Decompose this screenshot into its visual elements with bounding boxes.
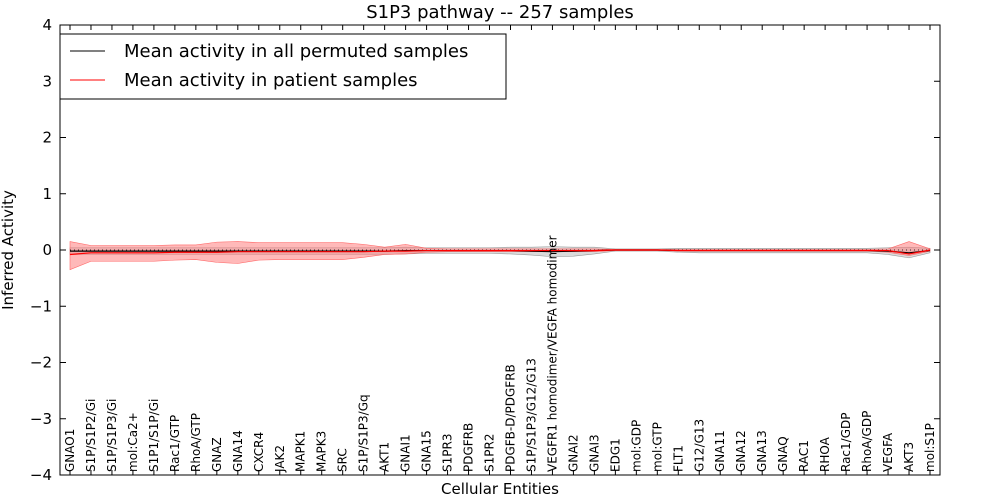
x-tick-label: mol:GDP [629,420,643,472]
legend-box [59,33,507,100]
y-tick-label: 2 [42,129,52,147]
x-tick-label: mol:GTP [650,422,664,472]
x-tick-label: S1P/S1P3/Gi [105,399,119,472]
y-tick-label: 4 [42,16,52,34]
x-tick-label: G12/G13 [692,419,706,472]
y-tick-label: 1 [42,185,52,203]
x-tick-label: GNA12 [734,430,748,472]
x-tick-label: GNAI2 [566,434,580,472]
legend-label-patient: Mean activity in patient samples [124,70,418,91]
x-tick-label: MAPK1 [294,431,308,472]
y-tick-label: 0 [42,241,52,259]
x-tick-label: Rac1/GTP [168,415,182,472]
y-tick-label: −2 [30,354,52,372]
x-tick-label: PDGFB-D/PDGFRB [503,364,517,472]
y-axis: −4 −3 −2 −1 0 1 2 3 4 [30,16,940,484]
x-tick-label: RAC1 [797,440,811,472]
x-tick-label: PDGFRB [462,423,476,472]
x-tick-label: S1PR2 [483,434,497,472]
x-tick-label: AKT1 [378,442,392,472]
y-tick-label: −3 [30,410,52,428]
x-tick-label: GNAI1 [399,434,413,472]
chart-title: S1P3 pathway -- 257 samples [366,2,634,23]
y-tick-label: 3 [42,72,52,90]
legend-label-permuted: Mean activity in all permuted samples [124,41,468,62]
x-tick-label: EDG1 [608,438,622,472]
x-tick-label: S1P1/S1P/Gi [147,399,161,472]
x-tick-label: FLT1 [671,445,685,472]
x-tick-label: S1PR3 [441,434,455,472]
x-tick-label: GNA14 [231,430,245,472]
x-tick-label: SRC [336,448,350,472]
x-axis: GNAO1 S1P/S1P2/Gi S1P/S1P3/Gi mol:Ca2+ S1P1/… [63,25,937,475]
x-tick-label: S1P/S1P2/Gi [84,399,98,472]
y-axis-label: Inferred Activity [0,190,17,310]
x-tick-label: mol:Ca2+ [126,412,140,472]
x-tick-label: JAK2 [273,445,287,473]
legend: Mean activity in all permuted samples Me… [59,33,507,100]
x-tick-label: RHOA [818,436,832,472]
x-tick-label: S1P/S1P3/G12/G13 [524,358,538,472]
x-tick-label: GNAI3 [587,434,601,472]
x-tick-label: RhoA/GDP [860,411,874,472]
x-tick-label: MAPK3 [315,431,329,472]
x-tick-label: VEGFA [881,432,895,472]
x-tick-label: mol:S1P [923,423,937,472]
x-tick-label: RhoA/GTP [189,413,203,472]
x-tick-label: GNA11 [713,430,727,472]
x-tick-label: Rac1/GDP [839,413,853,472]
x-tick-label: AKT3 [902,442,916,472]
y-tick-label: −1 [30,297,52,315]
x-tick-label: S1P/S1P3/Gq [357,394,371,472]
x-tick-label: VEGFR1 homodimer/VEGFA homodimer [545,235,559,472]
patient-mean-line [69,249,931,256]
series-lines [69,249,931,256]
x-tick-label: GNA15 [420,430,434,472]
x-tick-label: GNAZ [210,437,224,472]
x-tick-label: GNAQ [776,436,790,472]
x-tick-label: CXCR4 [252,432,266,472]
x-tick-label: GNA13 [755,430,769,472]
y-tick-label: −4 [30,466,52,484]
x-tick-label: GNAO1 [63,429,77,472]
x-axis-label: Cellular Entities [441,480,559,498]
